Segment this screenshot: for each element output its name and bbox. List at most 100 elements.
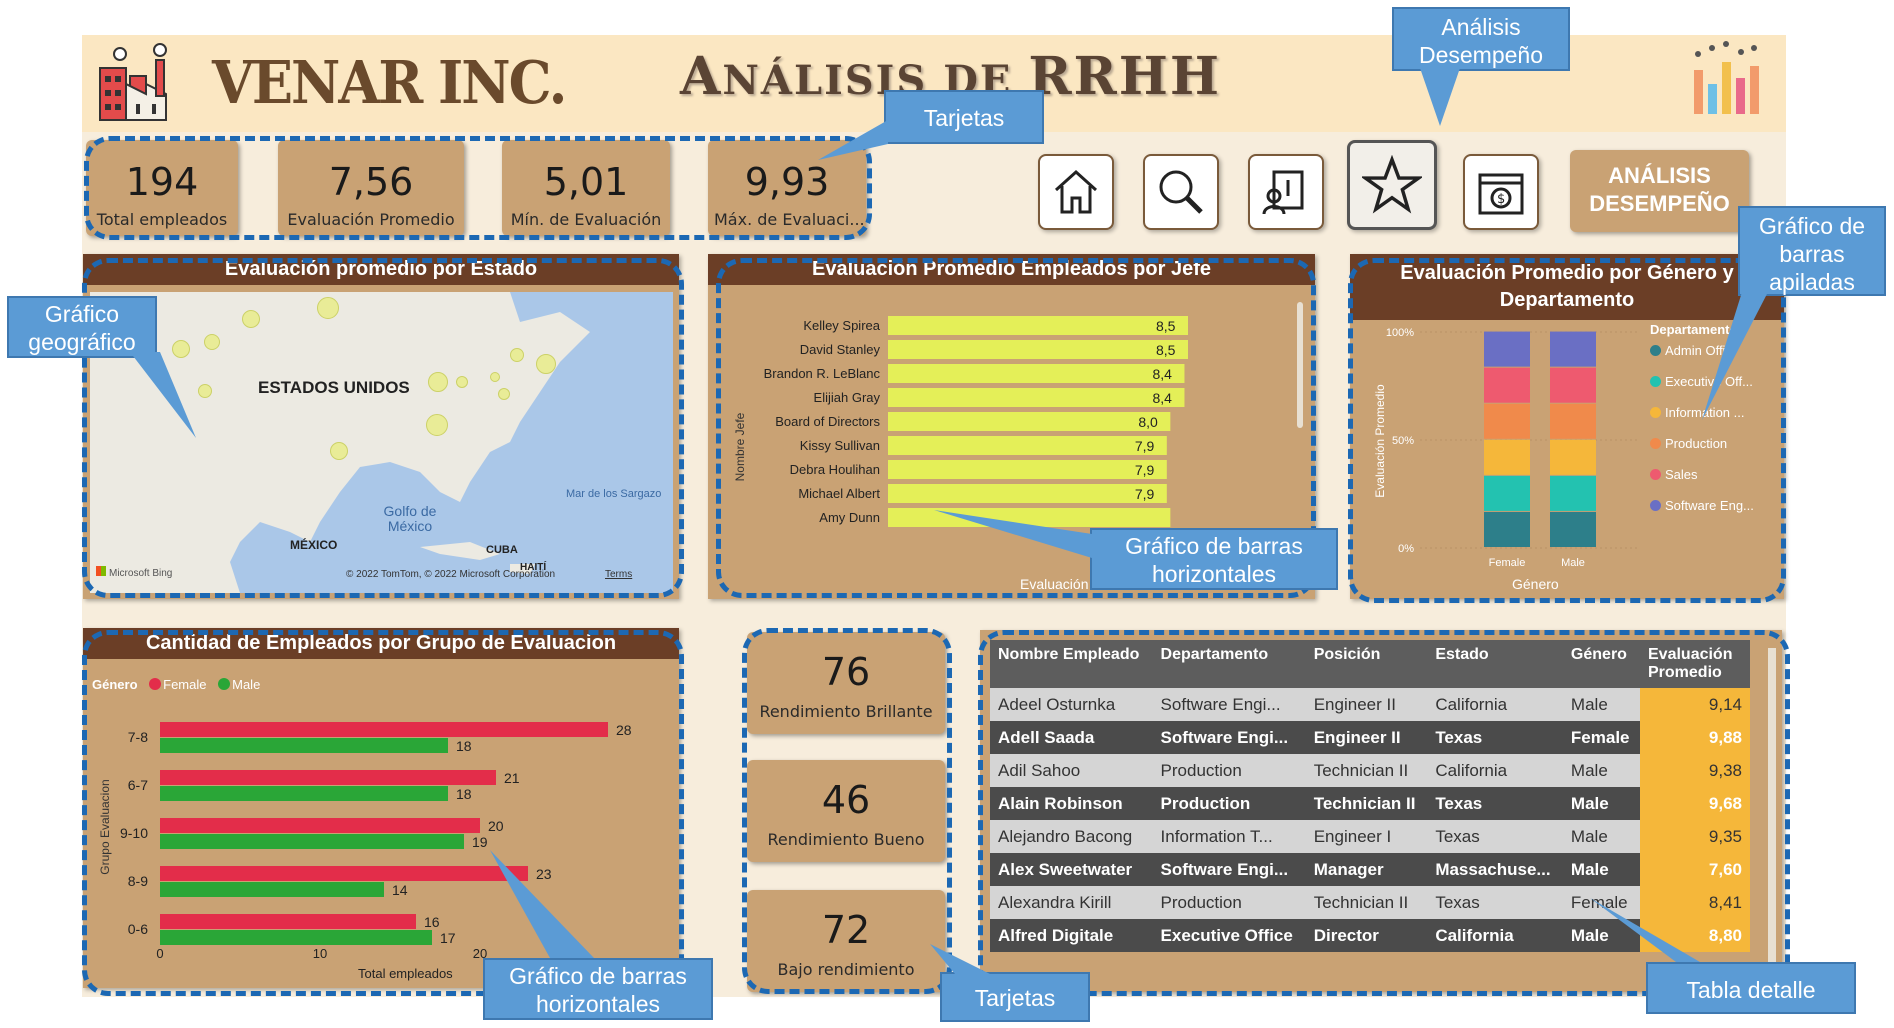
- table-cell: Adil Sahoo: [990, 754, 1153, 787]
- group-bar-male: [160, 930, 432, 945]
- boss-bar-label: Elijiah Gray: [814, 390, 881, 405]
- state-bubble[interactable]: [428, 372, 448, 392]
- table-cell: Technician II: [1305, 787, 1428, 820]
- gender-xtick: Male: [1561, 557, 1585, 569]
- table-cell: Alfred Digitale: [990, 919, 1153, 952]
- table-cell: Texas: [1427, 886, 1563, 919]
- state-bubble[interactable]: [242, 310, 260, 328]
- table-cell: Software Engi...: [1152, 721, 1306, 754]
- state-bubble[interactable]: [456, 376, 468, 388]
- group-bar-value: 19: [472, 834, 488, 850]
- gender-stack-segment: [1484, 367, 1530, 403]
- table-cell: Alexandra Kirill: [990, 886, 1153, 919]
- group-bar-female: [160, 866, 528, 881]
- table-score-cell: 9,35: [1640, 820, 1750, 853]
- map-label-sea: Mar de los Sargazo: [566, 488, 662, 500]
- state-bubble[interactable]: [536, 354, 556, 374]
- nav-calendar-button[interactable]: $: [1463, 154, 1539, 230]
- table-header-cell[interactable]: Evaluación Promedio: [1640, 640, 1750, 688]
- group-bar-value: 23: [536, 866, 552, 882]
- map-label-haiti: HAITÍ: [520, 562, 547, 573]
- table-scrollbar[interactable]: [1768, 648, 1776, 978]
- map-copyright: © 2022 TomTom, © 2022 Microsoft Corporat…: [346, 569, 556, 580]
- table-row[interactable]: Adell Saada Software Engi... Engineer II Te…: [990, 721, 1750, 754]
- table-row[interactable]: Alfred Digitale Executive Office Director C…: [990, 919, 1750, 952]
- table-cell: Director: [1305, 919, 1428, 952]
- table-row[interactable]: Alejandro Bacong Information T... Engineer…: [990, 820, 1750, 853]
- gender-legend-item[interactable]: Sales: [1650, 467, 1754, 482]
- table-header-cell[interactable]: Género: [1562, 640, 1640, 688]
- gender-legend-item[interactable]: Software Eng...: [1650, 498, 1754, 513]
- table-cell: Texas: [1427, 820, 1563, 853]
- company-name: VENAR INC.: [212, 46, 567, 118]
- boss-bar-chart: Kelley Spirea 8,5 David Stanley 8,5 Brandon …: [764, 316, 1188, 527]
- group-legend: Género Female Male: [92, 677, 260, 692]
- table-row[interactable]: Alex Sweetwater Software Engi... Manager Ma…: [990, 853, 1750, 886]
- state-bubble[interactable]: [198, 384, 212, 398]
- state-bubble[interactable]: [172, 340, 190, 358]
- map-label-country: ESTADOS UNIDOS: [258, 378, 410, 397]
- callout-barras-h2: Gráfico de barras horizontales: [483, 958, 713, 1020]
- table-row[interactable]: Adil Sahoo Production Technician II Califor…: [990, 754, 1750, 787]
- gender-legend-item[interactable]: Admin Offi...: [1650, 343, 1754, 358]
- us-map[interactable]: ESTADOS UNIDOS Golfo de México Mar de lo…: [90, 292, 673, 593]
- group-bar-value: 20: [488, 818, 504, 834]
- legend-male: Male: [232, 677, 261, 692]
- table-cell: Alex Sweetwater: [990, 853, 1153, 886]
- legend-label: Software Eng...: [1665, 498, 1754, 513]
- kpi-card-avg: 7,56 Evaluación Promedio: [278, 140, 464, 236]
- highlight-gender-chart: [1348, 258, 1786, 603]
- highlight-perf-cards: [742, 628, 952, 994]
- nav-home-button[interactable]: [1038, 154, 1114, 230]
- table-header-cell[interactable]: Estado: [1427, 640, 1563, 688]
- table-row[interactable]: Adeel Osturnka Software Engi... Engineer I…: [990, 688, 1750, 721]
- nav-report-button[interactable]: [1248, 154, 1324, 230]
- perf-value: 46: [821, 778, 871, 822]
- boss-bar: [888, 484, 1167, 503]
- gender-stack-segment: [1550, 403, 1596, 439]
- boss-bar: [888, 364, 1185, 383]
- state-bubble[interactable]: [330, 442, 348, 460]
- boss-chart-scrollbar[interactable]: [1297, 302, 1303, 428]
- state-bubble[interactable]: [204, 334, 220, 350]
- gender-legend-item[interactable]: Executive Off...: [1650, 374, 1754, 389]
- kpi-value: 194: [125, 160, 199, 204]
- group-bar-male: [160, 834, 464, 849]
- state-bubble[interactable]: [490, 372, 500, 382]
- gender-legend-item[interactable]: Production: [1650, 436, 1754, 451]
- boss-bar-value: 7,9: [1135, 486, 1155, 502]
- table-row[interactable]: Alain Robinson Production Technician II Tex…: [990, 787, 1750, 820]
- kpi-card-min: 5,01 Mín. de Evaluación: [502, 140, 670, 236]
- legend-dot: [1650, 469, 1661, 480]
- boss-bar-label: Brandon R. LeBlanc: [764, 366, 881, 381]
- map-terms-link[interactable]: Terms: [605, 569, 633, 580]
- callout-pointer: [1420, 68, 1460, 126]
- analisis-desempeno-button[interactable]: ANÁLISIS DESEMPEÑO: [1570, 150, 1749, 232]
- table-cell: Engineer I: [1305, 820, 1428, 853]
- table-header-cell[interactable]: Nombre Empleado: [990, 640, 1153, 688]
- table-row[interactable]: Alexandra Kirill Production Technician II T…: [990, 886, 1750, 919]
- group-bar-value: 21: [504, 770, 520, 786]
- svg-text:$: $: [1497, 192, 1505, 207]
- state-bubble[interactable]: [317, 297, 339, 319]
- detail-table-wrap[interactable]: Nombre Empleado Departamento Posición Estad…: [990, 640, 1750, 988]
- detail-table: Nombre Empleado Departamento Posición Estad…: [990, 640, 1750, 952]
- table-cell: Male: [1562, 820, 1640, 853]
- table-header-cell[interactable]: Posición: [1305, 640, 1428, 688]
- nav-star-button[interactable]: [1347, 140, 1437, 230]
- gender-stack-segment: [1550, 367, 1596, 403]
- table-header-cell[interactable]: Departamento: [1152, 640, 1306, 688]
- callout-tarjetas-top: Tarjetas: [884, 90, 1044, 144]
- group-ytick: 6-7: [128, 777, 148, 793]
- nav-search-button[interactable]: [1143, 154, 1219, 230]
- gender-ytick: 100%: [1386, 327, 1414, 339]
- kpi-value: 7,56: [328, 160, 414, 204]
- table-cell: Male: [1562, 787, 1640, 820]
- table-cell: Massachuse...: [1427, 853, 1563, 886]
- state-bubble[interactable]: [426, 414, 448, 436]
- table-cell: Female: [1562, 721, 1640, 754]
- state-bubble[interactable]: [510, 348, 524, 362]
- group-ytick: 9-10: [120, 825, 148, 841]
- table-score-cell: 9,68: [1640, 787, 1750, 820]
- state-bubble[interactable]: [498, 388, 510, 400]
